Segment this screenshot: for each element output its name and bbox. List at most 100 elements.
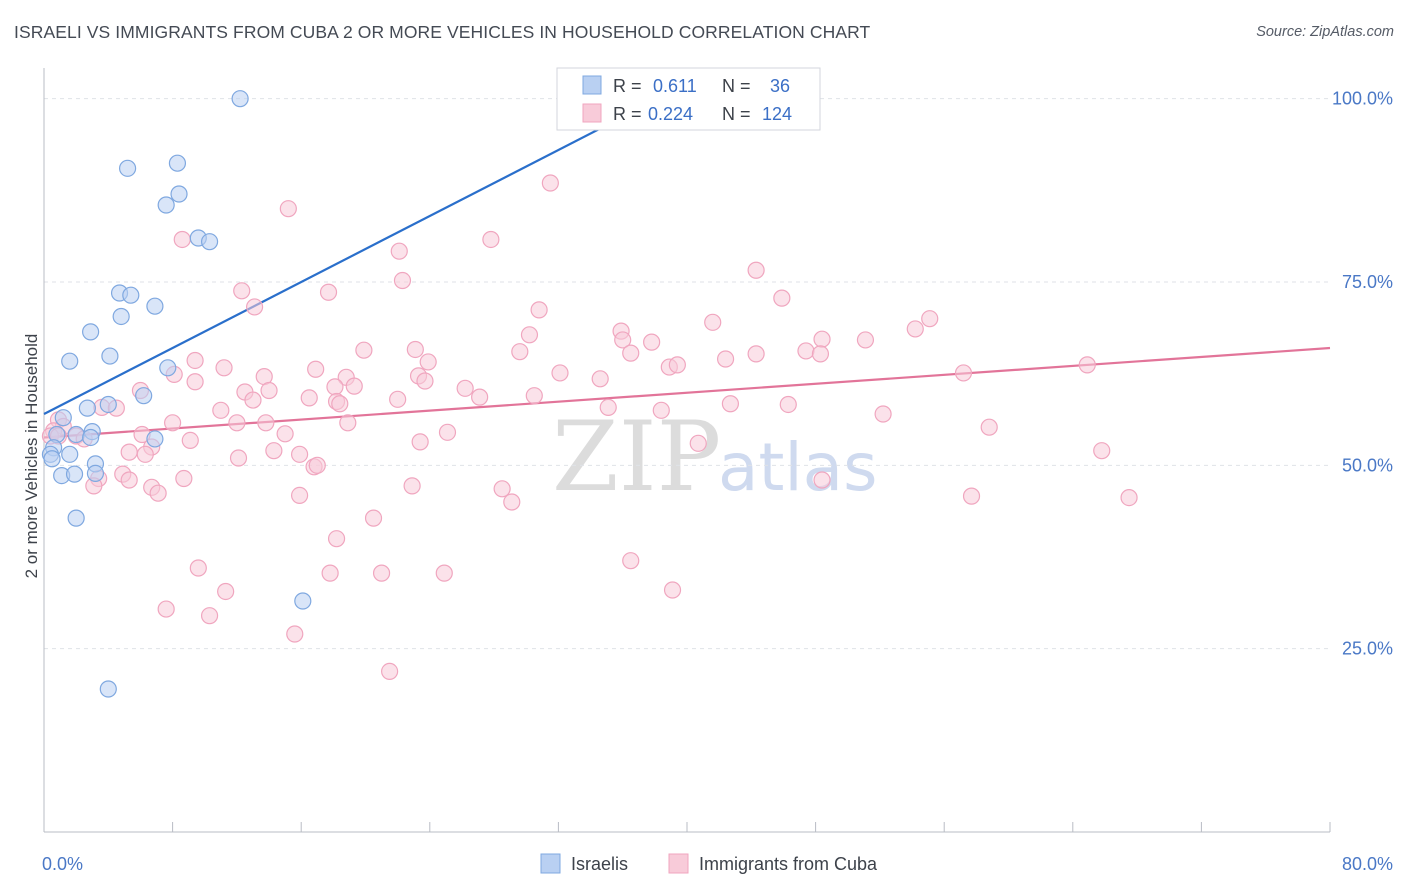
stats-n-value-israelis: 36: [770, 76, 790, 96]
point-cuba: [345, 377, 363, 395]
watermark-atlas: atlas: [718, 429, 878, 506]
stats-r-value-cuba: 0.224: [648, 104, 693, 124]
stats-swatch-cuba: [582, 103, 602, 123]
data-points: [41, 90, 1138, 698]
point-cuba: [856, 331, 875, 349]
point-cuba: [300, 389, 318, 407]
point-cuba: [921, 310, 939, 328]
y-axis-label: 2 or more Vehicles in Household: [22, 334, 41, 579]
point-cuba: [321, 564, 339, 582]
legend-label-israelis: Israelis: [571, 854, 628, 874]
y-tick-label: 50.0%: [1342, 455, 1393, 475]
point-cuba: [217, 582, 235, 601]
y-tick-label: 75.0%: [1342, 272, 1393, 292]
point-cuba: [503, 493, 521, 511]
point-cuba: [157, 600, 175, 618]
point-cuba: [520, 326, 539, 344]
point-cuba: [747, 261, 765, 279]
stats-r-label-israelis: R =: [613, 76, 642, 96]
point-cuba: [747, 345, 765, 363]
point-cuba: [551, 364, 569, 382]
point-cuba: [614, 331, 632, 349]
point-cuba: [173, 230, 191, 249]
point-israelis: [157, 196, 175, 214]
watermark-zip: ZIP: [552, 401, 721, 513]
point-cuba: [643, 333, 661, 351]
point-cuba: [813, 471, 831, 489]
point-cuba: [419, 353, 437, 371]
y-tick-label: 25.0%: [1342, 639, 1393, 659]
point-cuba: [689, 434, 707, 452]
point-cuba: [279, 200, 297, 218]
point-cuba: [308, 456, 326, 474]
stats-swatch-israelis: [582, 75, 602, 95]
point-cuba: [364, 509, 383, 527]
point-cuba: [530, 301, 548, 319]
point-israelis: [61, 445, 79, 463]
point-israelis: [99, 395, 117, 414]
point-israelis: [122, 286, 140, 304]
point-cuba: [716, 350, 735, 368]
trend-line-israelis: [43, 83, 688, 415]
point-cuba: [471, 388, 489, 406]
point-cuba: [260, 381, 278, 400]
legend-swatch-cuba: [668, 853, 689, 874]
point-israelis: [67, 509, 85, 527]
x-axis-ticks: [43, 822, 1331, 832]
point-israelis: [78, 399, 97, 417]
point-israelis: [54, 409, 72, 427]
point-cuba: [403, 477, 421, 495]
point-cuba: [200, 607, 219, 625]
point-israelis: [67, 425, 85, 444]
point-cuba: [175, 469, 193, 488]
point-cuba: [389, 390, 407, 408]
point-cuba: [773, 289, 791, 307]
source-credit: Source: ZipAtlas.com: [1256, 24, 1394, 40]
point-cuba: [1093, 442, 1111, 460]
point-cuba: [493, 480, 511, 498]
point-cuba: [406, 340, 424, 359]
point-cuba: [186, 351, 204, 370]
gridlines: [44, 98, 1330, 650]
point-cuba: [290, 445, 309, 463]
point-israelis: [43, 450, 61, 468]
point-cuba: [229, 449, 248, 467]
point-cuba: [390, 242, 408, 260]
point-cuba: [215, 359, 233, 377]
point-cuba: [326, 378, 344, 396]
point-cuba: [186, 373, 204, 391]
point-cuba: [120, 471, 138, 489]
y-tick-label: 100.0%: [1332, 89, 1393, 109]
point-cuba: [286, 625, 304, 643]
point-cuba: [355, 341, 373, 359]
point-israelis: [86, 464, 105, 482]
point-israelis: [294, 592, 312, 610]
point-cuba: [233, 282, 251, 300]
point-cuba: [811, 345, 830, 363]
point-israelis: [231, 90, 249, 108]
stats-n-label-cuba: N =: [722, 104, 751, 124]
y-axis-tick-labels: 25.0% 50.0% 75.0% 100.0%: [1332, 89, 1393, 659]
stats-n-label-israelis: N =: [722, 76, 751, 96]
point-israelis: [101, 347, 119, 365]
legend-swatch-israelis: [540, 853, 561, 874]
point-cuba: [149, 484, 167, 502]
point-cuba: [372, 564, 391, 582]
point-cuba: [721, 395, 740, 413]
point-cuba: [980, 418, 998, 436]
point-cuba: [456, 379, 474, 397]
chart-title: ISRAELI VS IMMIGRANTS FROM CUBA 2 OR MOR…: [14, 22, 871, 42]
point-cuba: [797, 342, 815, 360]
point-israelis: [61, 352, 79, 370]
point-cuba: [416, 372, 434, 390]
point-cuba: [381, 662, 399, 681]
point-cuba: [668, 356, 686, 374]
point-cuba: [962, 487, 981, 505]
point-cuba: [319, 283, 338, 301]
trend-lines: [43, 83, 1331, 439]
point-cuba: [257, 414, 275, 432]
point-israelis: [65, 465, 84, 483]
point-israelis: [135, 387, 153, 405]
point-cuba: [704, 313, 722, 331]
